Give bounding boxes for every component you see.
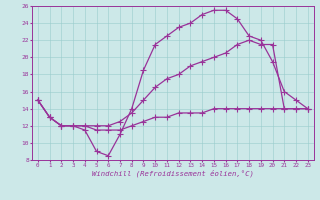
X-axis label: Windchill (Refroidissement éolien,°C): Windchill (Refroidissement éolien,°C) [92, 170, 254, 177]
